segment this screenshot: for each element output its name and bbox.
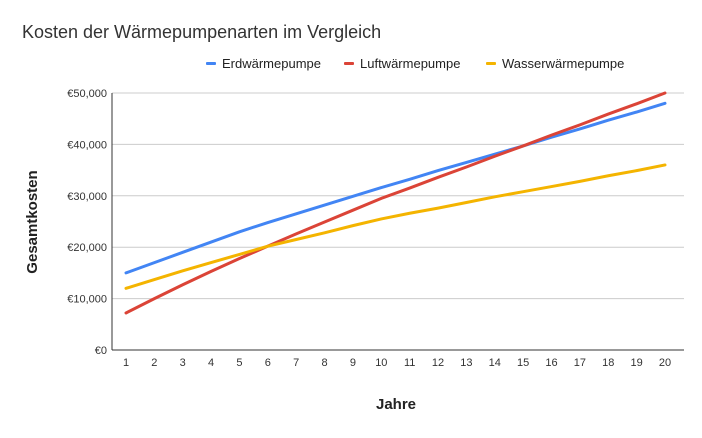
x-tick-label: 8 [322, 357, 328, 369]
gridlines [112, 92, 684, 300]
x-tick-label: 4 [208, 357, 214, 369]
x-tick-label: 20 [659, 357, 671, 369]
series-line-wasserwärmepumpe [124, 163, 667, 290]
x-tick-label: 1 [123, 357, 129, 369]
x-tick-label: 14 [489, 357, 501, 369]
y-tick-label: €0 [95, 345, 107, 357]
legend-label: Luftwärmepumpe [360, 56, 460, 71]
legend-label: Wasserwärmepumpe [502, 56, 624, 71]
series-line-luftwärmepumpe [124, 91, 667, 315]
x-axis-ticks: 1 2 3 4 5 6 7 8 9 10 11 12 13 14 15 16 17 18 19 20 [123, 357, 671, 369]
x-tick-label: 2 [151, 357, 157, 369]
x-tick-label: 7 [293, 357, 299, 369]
x-axis-title: Jahre [376, 396, 416, 413]
y-tick-label: €10,000 [67, 294, 107, 306]
x-tick-label: 6 [265, 357, 271, 369]
legend-swatch [206, 62, 216, 65]
x-tick-label: 16 [545, 357, 557, 369]
legend: Erdwärmepumpe Luftwärmepumpe Wasserwärmepu… [206, 56, 624, 71]
x-tick-label: 5 [236, 357, 242, 369]
x-tick-label: 9 [350, 357, 356, 369]
x-tick-label: 13 [460, 357, 472, 369]
x-tick-label: 19 [631, 357, 643, 369]
x-tick-label: 10 [375, 357, 387, 369]
x-tick-label: 3 [180, 357, 186, 369]
y-tick-label: €20,000 [67, 242, 107, 254]
y-axis-ticks: €0 €10,000 €20,000 €30,000 €40,000 €50,000 [67, 88, 107, 357]
y-tick-label: €30,000 [67, 191, 107, 203]
series-line-erdwärmepumpe [124, 101, 667, 275]
y-axis-title: Gesamtkosten [24, 170, 41, 273]
y-tick-label: €40,000 [67, 139, 107, 151]
legend-swatch [486, 62, 496, 65]
x-tick-label: 17 [574, 357, 586, 369]
chart-title: Kosten der Wärmepumpenarten im Vergleich [22, 22, 381, 42]
x-tick-label: 15 [517, 357, 529, 369]
series-lines [124, 91, 667, 315]
x-tick-label: 12 [432, 357, 444, 369]
x-tick-label: 18 [602, 357, 614, 369]
legend-swatch [344, 62, 354, 65]
legend-label: Erdwärmepumpe [222, 56, 321, 71]
x-tick-label: 11 [404, 357, 415, 369]
y-tick-label: €50,000 [67, 88, 107, 100]
